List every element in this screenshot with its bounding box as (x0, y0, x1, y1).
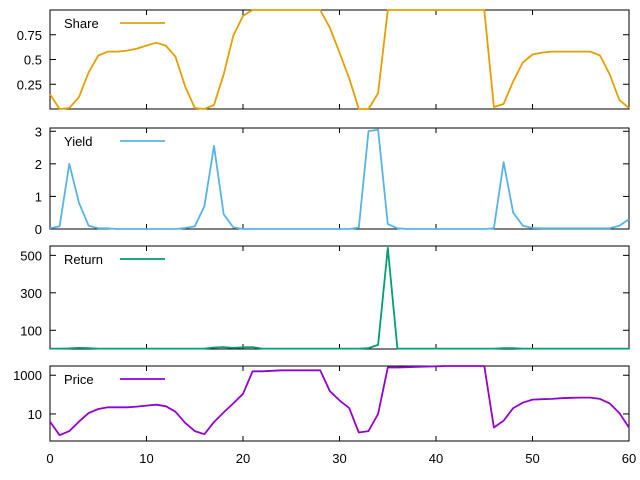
plot-frame (49, 9, 630, 110)
series-line-return (50, 246, 629, 350)
series-line-share (49, 9, 630, 110)
panel-3: 100 300 500 Return (20, 245, 630, 350)
legend-label: Return (64, 252, 103, 267)
y-tick-label: 1 (35, 189, 42, 204)
y-tick-label: 2 (35, 157, 42, 172)
plot-frame (49, 365, 630, 442)
x-tick-label: 20 (236, 451, 250, 466)
y-tick-label: 0.75 (17, 28, 42, 43)
panel-2: 0 1 2 3 Yield (35, 124, 630, 237)
y-tick-label: 10 (28, 407, 42, 422)
x-tick-label: 0 (46, 451, 53, 466)
panel-1: 0.25 0.5 0.75 Share (17, 9, 630, 110)
legend-label: Share (64, 16, 99, 31)
plot-frame (49, 127, 630, 230)
y-tick-label: 100 (20, 323, 42, 338)
panel-4: 10 1000 0 10 20 30 40 50 60 Price (13, 365, 636, 466)
y-tick-label: 1000 (13, 368, 42, 383)
y-tick-label: 0.5 (24, 53, 42, 68)
legend-label: Price (64, 372, 94, 387)
x-tick-label: 10 (139, 451, 153, 466)
y-tick-label: 0 (35, 222, 42, 237)
x-tick-label: 30 (332, 451, 346, 466)
y-tick-label: 3 (35, 124, 42, 139)
x-tick-label: 60 (622, 451, 636, 466)
y-tick-label: 500 (20, 248, 42, 263)
y-tick-label: 0.25 (17, 77, 42, 92)
plot-frame (49, 245, 630, 350)
series-line-yield (49, 128, 630, 230)
legend-label: Yield (64, 134, 92, 149)
y-tick-label: 300 (20, 286, 42, 301)
x-tick-label: 40 (429, 451, 443, 466)
x-tick-label: 50 (525, 451, 539, 466)
series-line-price (49, 365, 630, 437)
